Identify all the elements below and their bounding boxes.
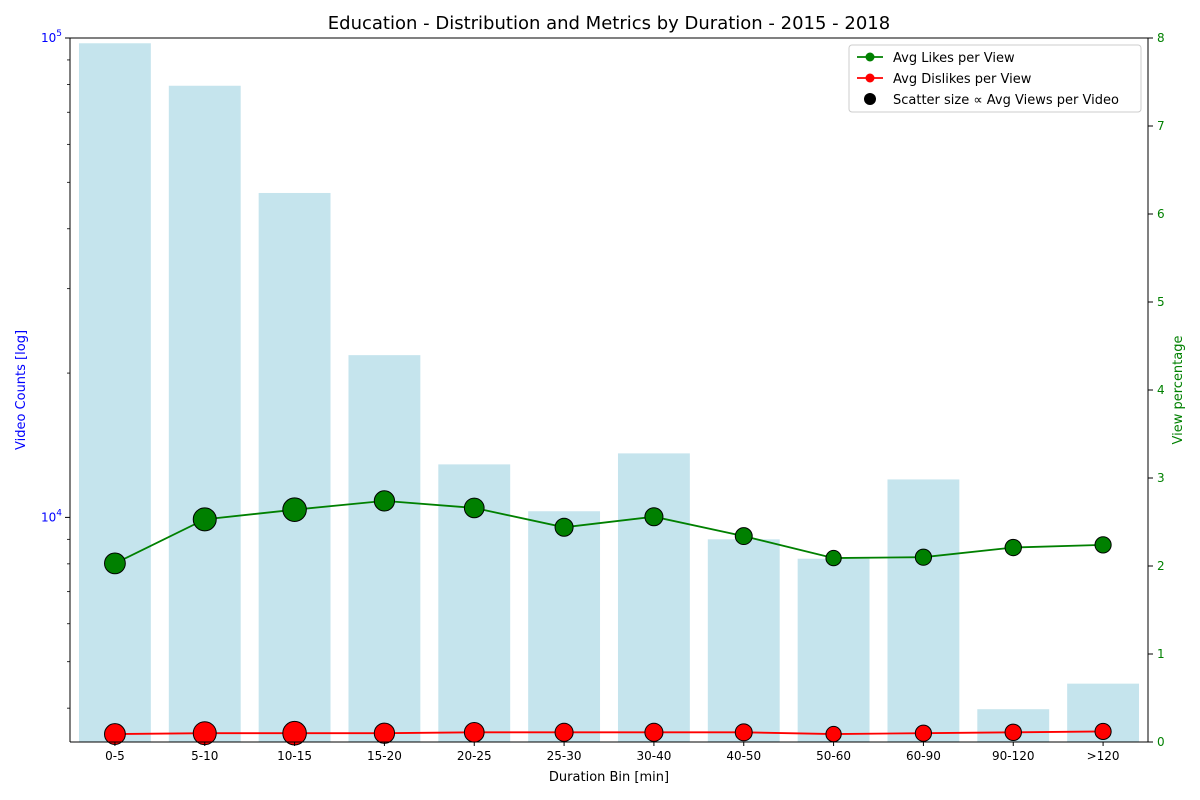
dislikes-point-10-15: [282, 720, 307, 746]
x-tick-label: 20-25: [457, 749, 492, 763]
bar-30-40: [617, 453, 690, 742]
x-tick-label: >120: [1087, 749, 1120, 763]
x-tick-label: 0-5: [105, 749, 125, 763]
likes-line: [114, 499, 1104, 565]
bar-50-60: [797, 558, 870, 742]
left-tick-base: 10: [41, 31, 56, 45]
legend-label-size: Scatter size ∝ Avg Views per Video: [893, 93, 1119, 108]
right-tick-label: 6: [1157, 207, 1165, 221]
right-tick-label: 1: [1157, 647, 1165, 661]
x-tick-label: 30-40: [636, 749, 671, 763]
likes-point-0-5: [104, 552, 126, 575]
bar-60-90: [887, 479, 960, 742]
likes-point-60-90: [914, 548, 933, 566]
likes-point-5-10: [192, 507, 217, 532]
right-tick-label: 0: [1157, 735, 1165, 749]
legend-likes-marker: [865, 52, 875, 62]
dislikes-point-25-30: [554, 722, 574, 742]
dislikes-point->120: [1094, 722, 1112, 741]
legend-label-likes: Avg Likes per View: [893, 51, 1015, 66]
likes-point->120: [1094, 536, 1112, 554]
dislikes-point-60-90: [914, 724, 933, 742]
x-tick-label: 60-90: [906, 749, 941, 763]
likes-point-50-60: [825, 549, 842, 567]
legend-size-marker: [864, 93, 876, 105]
dislikes-point-5-10: [192, 721, 217, 746]
x-tick-label: 25-30: [547, 749, 582, 763]
bar-0-5: [78, 43, 151, 742]
x-tick-label: 40-50: [726, 749, 761, 763]
right-tick-label: 3: [1157, 471, 1165, 485]
dislikes-point-50-60: [825, 725, 842, 743]
likes-point-30-40: [644, 507, 664, 527]
bar-40-50: [707, 539, 780, 742]
right-tick-label: 8: [1157, 31, 1165, 45]
x-tick-label: 90-120: [992, 749, 1035, 763]
dislikes-point-0-5: [104, 723, 126, 745]
likes-point-90-120: [1004, 538, 1022, 557]
x-axis-title: Duration Bin [min]: [549, 770, 669, 785]
right-tick-label: 7: [1157, 119, 1165, 133]
right-tick-label: 5: [1157, 295, 1165, 309]
right-axis-title: View percentage: [1171, 336, 1186, 445]
x-tick-label: 15-20: [367, 749, 402, 763]
right-tick-label: 4: [1157, 383, 1165, 397]
left-tick-label: 105: [41, 29, 62, 45]
bar-15-20: [348, 355, 421, 742]
dislikes-line: [114, 730, 1104, 735]
x-tick-label: 5-10: [191, 749, 218, 763]
bar-5-10: [168, 85, 241, 743]
left-tick-base: 10: [41, 510, 56, 524]
left-tick-label: 104: [41, 508, 62, 524]
legend-label-dislikes: Avg Dislikes per View: [893, 72, 1032, 87]
left-axis-title: Video Counts [log]: [14, 330, 29, 450]
likes-point-15-20: [373, 490, 396, 512]
legend-box: [848, 44, 1142, 113]
likes-point-25-30: [554, 517, 574, 537]
x-tick-label: 10-15: [277, 749, 312, 763]
likes-point-40-50: [734, 527, 753, 546]
right-tick-label: 2: [1157, 559, 1165, 573]
dislikes-point-40-50: [734, 723, 753, 742]
dislikes-point-20-25: [463, 721, 485, 743]
dislikes-point-90-120: [1004, 723, 1022, 742]
left-tick-exponent: 4: [56, 508, 62, 518]
chart-title: Education - Distribution and Metrics by …: [328, 13, 890, 34]
x-tick-label: 50-60: [816, 749, 851, 763]
likes-point-10-15: [282, 497, 307, 522]
legend-dislikes-marker: [865, 73, 875, 83]
bar-10-15: [258, 192, 331, 743]
dislikes-point-30-40: [644, 722, 664, 742]
left-tick-exponent: 5: [56, 29, 62, 39]
likes-point-20-25: [463, 497, 485, 519]
dislikes-point-15-20: [373, 722, 396, 744]
bar-25-30: [528, 511, 601, 742]
